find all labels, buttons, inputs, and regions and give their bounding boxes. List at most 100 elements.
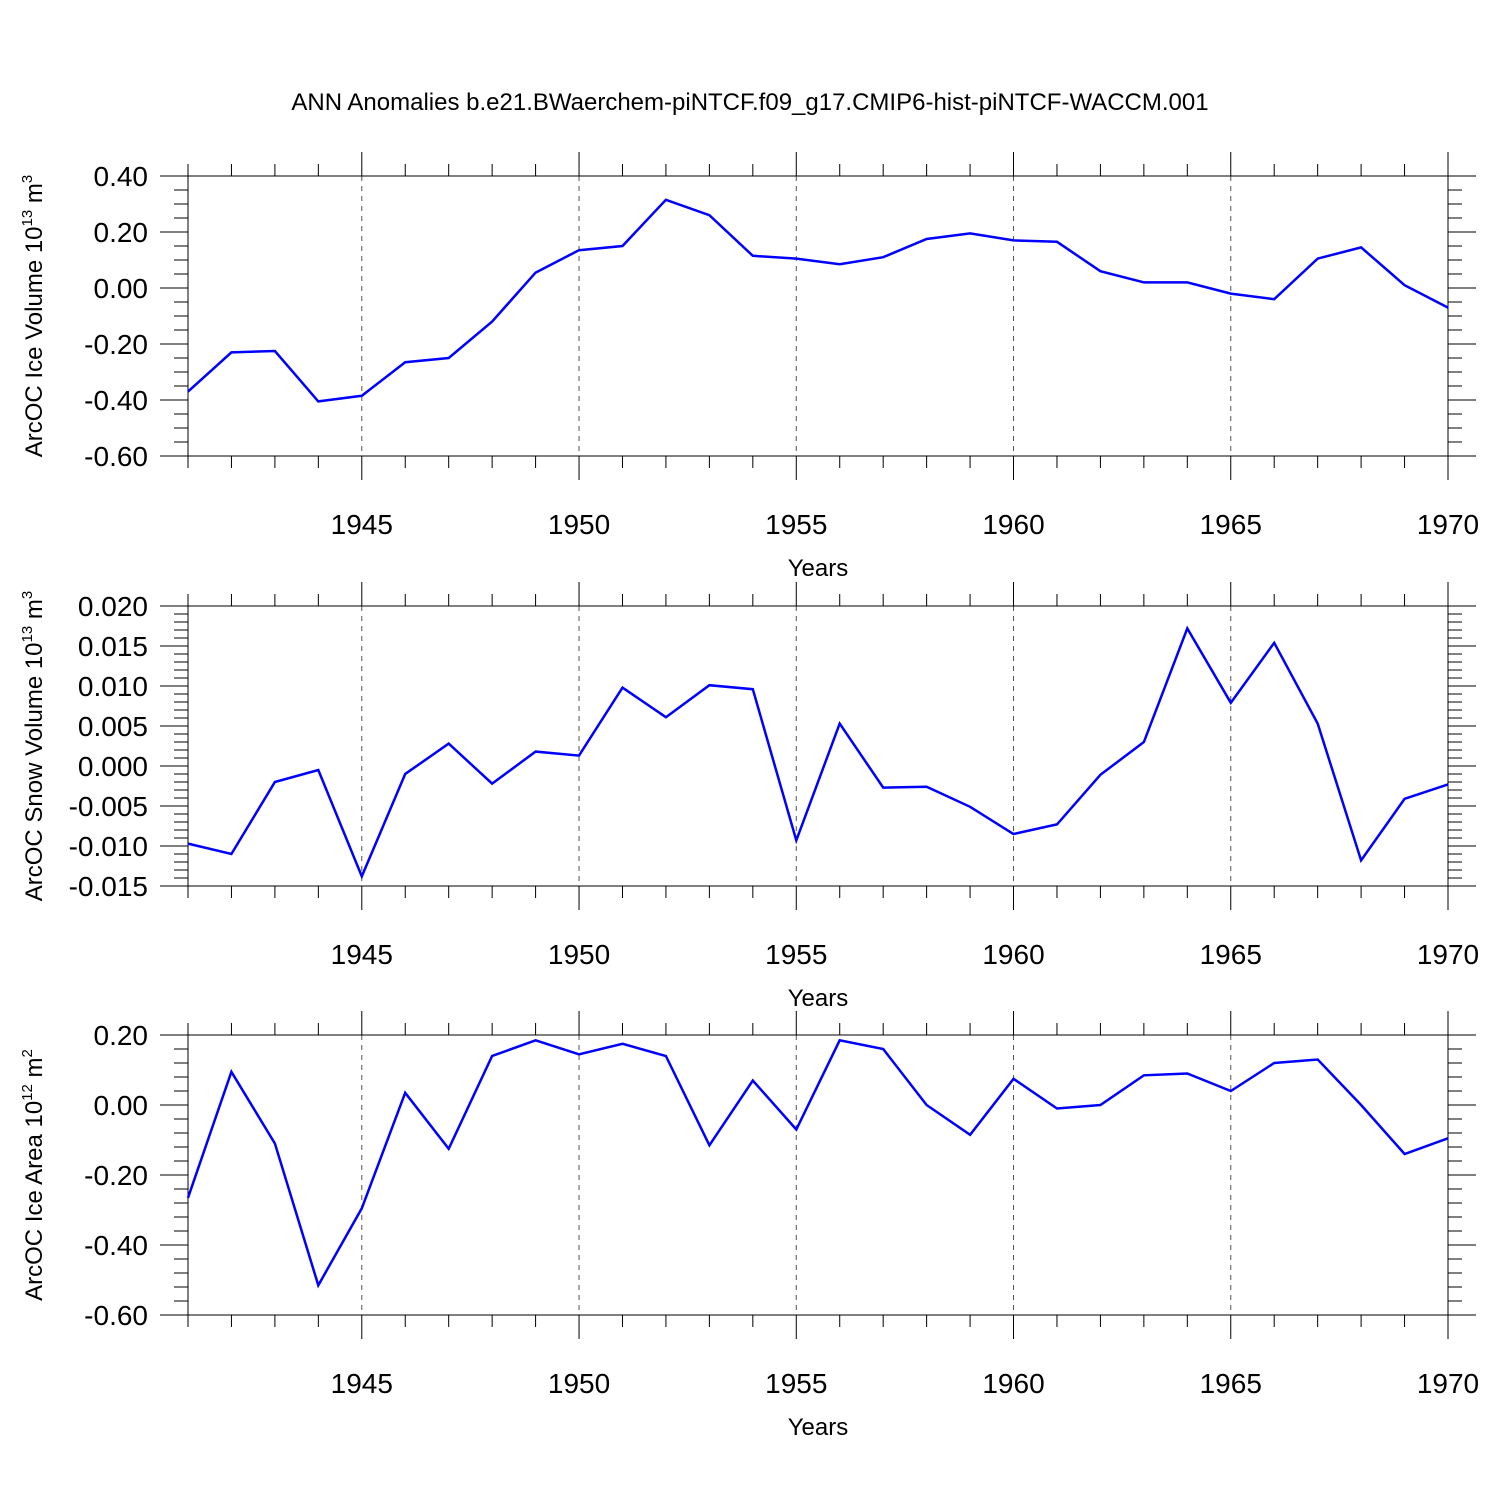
y-axis-label-unit-exponent: 3 (19, 175, 36, 183)
data-point (795, 1129, 797, 1131)
data-point (1230, 1090, 1232, 1092)
x-axis-label: Years (788, 985, 849, 1012)
data-point (752, 1080, 754, 1082)
data-point (578, 755, 580, 757)
data-point (491, 1055, 493, 1057)
data-point (1273, 1062, 1275, 1064)
data-point (578, 1053, 580, 1055)
y-tick-label: 0.015 (78, 631, 148, 662)
data-point (708, 214, 710, 216)
data-point (665, 199, 667, 201)
x-axis-label: Years (788, 1414, 849, 1441)
x-tick-label: 1950 (548, 509, 610, 540)
chart-panel-2: -0.015 -0.010 -0.005 0.000 0.005 0.010 0.015 0.… (19, 582, 1479, 1012)
data-point (1360, 1104, 1362, 1106)
y-tick-label: -0.20 (84, 1160, 148, 1191)
y-tick-label: -0.60 (84, 441, 148, 472)
y-axis-label-main: ArcOC Ice Volume 10 (21, 226, 48, 457)
data-point (882, 1048, 884, 1050)
data-point (535, 751, 537, 753)
data-point (1186, 281, 1188, 283)
data-point (1404, 798, 1406, 800)
data-point (839, 1039, 841, 1041)
data-point (1099, 1104, 1101, 1106)
data-point (882, 787, 884, 789)
data-point (448, 1148, 450, 1150)
data-point (1273, 298, 1275, 300)
x-tick-label: 1970 (1417, 1368, 1479, 1399)
data-point (926, 238, 928, 240)
data-point (1447, 1137, 1449, 1139)
data-point (969, 1134, 971, 1136)
data-point (1099, 774, 1101, 776)
data-point (665, 1055, 667, 1057)
data-point (187, 843, 189, 845)
data-point (752, 255, 754, 257)
x-tick-label: 1960 (982, 509, 1044, 540)
data-point (926, 786, 928, 788)
data-point (491, 321, 493, 323)
x-tick-label: 1965 (1200, 1368, 1262, 1399)
data-point (230, 351, 232, 353)
y-tick-label: -0.60 (84, 1300, 148, 1331)
data-point (969, 232, 971, 234)
data-point (404, 773, 406, 775)
x-tick-label: 1945 (331, 939, 393, 970)
data-point (839, 723, 841, 725)
y-axis-label-unit: m (21, 183, 48, 210)
y-tick-label: -0.40 (84, 385, 148, 416)
data-point (1360, 859, 1362, 861)
y-tick-label: 0.00 (94, 1090, 149, 1121)
data-point (187, 391, 189, 393)
y-axis-label-exponent: 13 (19, 210, 36, 227)
data-point (448, 743, 450, 745)
y-axis-label-exponent: 13 (19, 626, 36, 643)
data-point (621, 245, 623, 247)
y-axis-label-unit: m (21, 599, 48, 626)
data-point (665, 716, 667, 718)
x-tick-label: 1970 (1417, 939, 1479, 970)
data-point (752, 688, 754, 690)
y-tick-label: 0.000 (78, 751, 148, 782)
x-tick-label: 1965 (1200, 939, 1262, 970)
plot-frame (187, 1034, 1449, 1316)
data-point (1404, 284, 1406, 286)
data-point (230, 1071, 232, 1073)
data-point (1056, 823, 1058, 825)
y-tick-label: -0.010 (69, 831, 148, 862)
data-point (708, 684, 710, 686)
data-point (882, 256, 884, 258)
x-tick-label: 1945 (331, 1368, 393, 1399)
data-point (708, 1144, 710, 1146)
y-tick-label: 0.020 (78, 591, 148, 622)
x-axis-label: Years (788, 555, 849, 582)
data-point (795, 839, 797, 841)
y-axis-label-main: ArcOC Snow Volume 10 (21, 642, 48, 901)
data-point (1186, 1073, 1188, 1075)
plot-frame (187, 605, 1449, 887)
data-point (1056, 241, 1058, 243)
data-point (1273, 642, 1275, 644)
data-point (317, 769, 319, 771)
data-point (1013, 1078, 1015, 1080)
x-tick-label: 1950 (548, 939, 610, 970)
data-point (491, 783, 493, 785)
data-point (578, 249, 580, 251)
y-axis-label-unit: m (21, 1057, 48, 1084)
y-tick-label: -0.015 (69, 871, 148, 902)
data-point (1317, 723, 1319, 725)
data-point (1447, 783, 1449, 785)
data-point (187, 1197, 189, 1199)
data-point (361, 875, 363, 877)
data-point (274, 350, 276, 352)
data-point (230, 853, 232, 855)
y-axis-label-main: ArcOC Ice Area 10 (21, 1101, 48, 1301)
data-point (969, 806, 971, 808)
x-tick-label: 1955 (765, 1368, 827, 1399)
data-point (404, 1092, 406, 1094)
x-tick-label: 1955 (765, 509, 827, 540)
data-point (926, 1104, 928, 1106)
y-tick-label: 0.20 (94, 217, 149, 248)
data-point (404, 361, 406, 363)
data-point (361, 1207, 363, 1209)
